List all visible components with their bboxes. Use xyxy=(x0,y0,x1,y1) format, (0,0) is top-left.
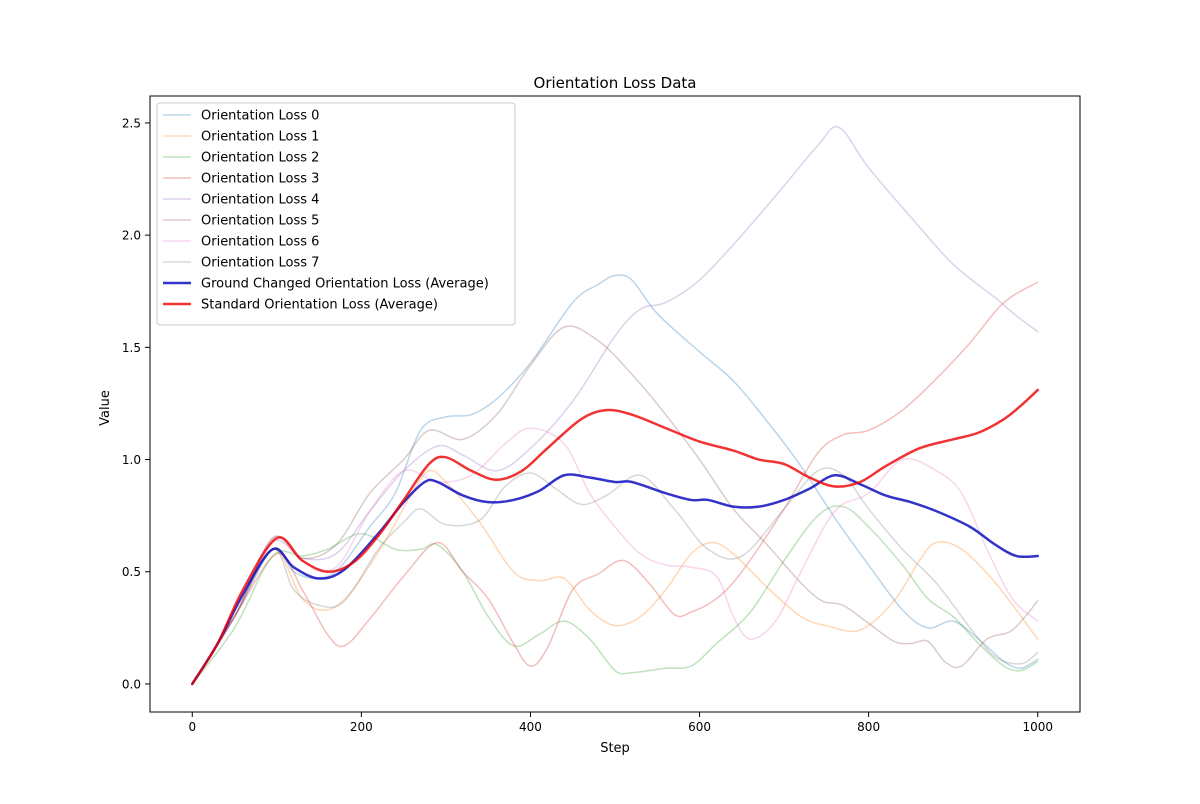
legend-label-0: Orientation Loss 0 xyxy=(201,109,319,124)
y-tick-label: 0.0 xyxy=(122,677,141,691)
y-tick-label: 0.5 xyxy=(122,565,141,579)
series-line-0 xyxy=(191,274,1039,685)
plot-frame xyxy=(149,95,1081,713)
series-line-7 xyxy=(191,467,1039,685)
series-line-3 xyxy=(191,281,1039,685)
y-tick-label: 1.0 xyxy=(122,453,141,467)
legend-label-4: Orientation Loss 4 xyxy=(201,193,319,208)
legend-box xyxy=(156,102,516,326)
series-line-9 xyxy=(191,388,1039,686)
series-line-8 xyxy=(191,473,1039,686)
legend-label-7: Orientation Loss 7 xyxy=(201,256,319,271)
series-line-4 xyxy=(191,125,1039,685)
legend-label-2: Orientation Loss 2 xyxy=(201,151,319,166)
x-tick-label: 1000 xyxy=(1022,720,1053,734)
y-axis-label: Value xyxy=(98,390,113,426)
chart-title: Orientation Loss Data xyxy=(534,74,697,92)
series-line-1 xyxy=(191,469,1039,685)
x-tick-label: 600 xyxy=(688,720,711,734)
y-tick-label: 2.0 xyxy=(122,229,141,243)
legend-label-8: Ground Changed Orientation Loss (Average… xyxy=(201,277,489,292)
series-line-5 xyxy=(191,325,1039,685)
y-tick-label: 2.5 xyxy=(122,116,141,130)
legend-label-9: Standard Orientation Loss (Average) xyxy=(201,298,438,313)
legend-label-6: Orientation Loss 6 xyxy=(201,235,319,250)
legend-label-3: Orientation Loss 3 xyxy=(201,172,319,187)
x-axis-label: Step xyxy=(600,741,630,756)
x-tick-label: 400 xyxy=(519,720,542,734)
y-tick-label: 1.5 xyxy=(122,341,141,355)
legend: Orientation Loss 0 Orientation Loss 1 Orie… xyxy=(156,102,516,326)
x-tick-label: 800 xyxy=(857,720,880,734)
series-layer xyxy=(191,125,1039,686)
x-tick-label: 0 xyxy=(188,720,196,734)
series-line-2 xyxy=(191,505,1039,685)
legend-label-1: Orientation Loss 1 xyxy=(201,130,319,145)
legend-label-5: Orientation Loss 5 xyxy=(201,214,319,229)
x-tick-label: 200 xyxy=(350,720,373,734)
axes-layer: 0 200 400 600 800 1000 0.0 0.5 1.0 1.5 2.0 2.5 xyxy=(122,95,1081,734)
series-line-6 xyxy=(191,427,1039,685)
